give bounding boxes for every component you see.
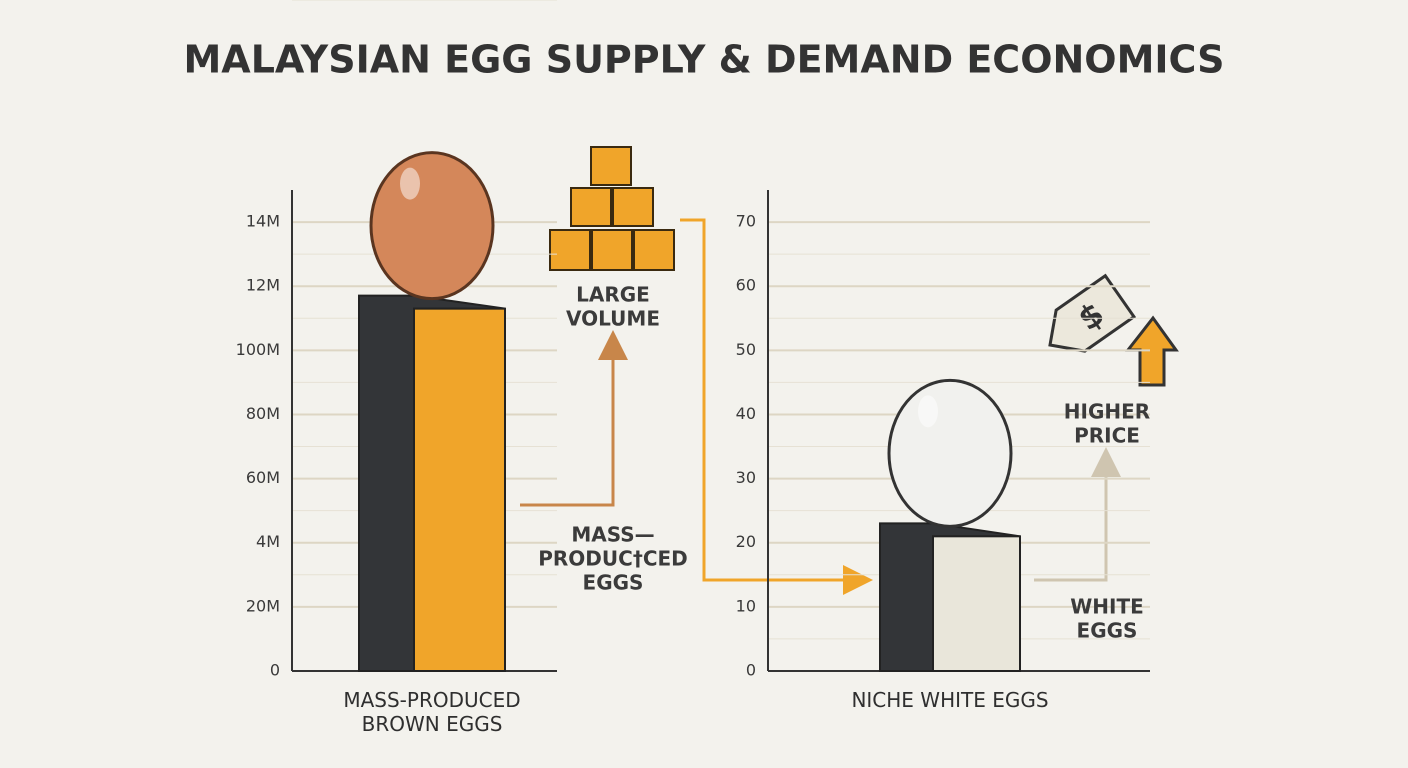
bar [932,535,1021,672]
annotation: WHITE [1070,595,1144,619]
y-tick-label: 0 [270,661,280,680]
annotation: VOLUME [566,307,660,331]
egg-shine [918,395,938,428]
annotation: HIGHER [1064,400,1150,424]
egg [369,151,495,301]
y-tick-label: 40 [736,404,756,423]
annotation: PRICE [1074,424,1140,448]
title: MALAYSIAN EGG SUPPLY & DEMAND ECONOMICS [183,38,1224,82]
y-tick-label: 100M [236,340,280,359]
y-tick-label: 30 [736,468,756,487]
annotation: MASS— [571,523,654,547]
y-tick-label: 20M [246,596,280,615]
egg-shine [400,167,420,200]
y-tick-label: 0 [746,661,756,680]
annotation: EGGS [1077,619,1138,643]
y-tick-label: 50 [736,340,756,359]
annotation: EGGS [583,571,644,595]
x-category-label: NICHE WHITE EGGS [851,688,1049,712]
y-tick-label: 10 [736,596,756,615]
y-tick-label: 60 [736,276,756,295]
bar [413,307,506,672]
y-tick-label: 70 [736,212,756,231]
annotation: LARGE [576,283,650,307]
x-category-label: MASS-PRODUCED BROWN EGGS [343,688,521,736]
y-tick-label: 14M [246,212,280,231]
y-tick-label: 20 [736,532,756,551]
decor: $ [520,146,1179,595]
y-tick-label: 80M [246,404,280,423]
y-tick-label: 60M [246,468,280,487]
egg [887,378,1013,528]
y-tick-label: 12M [246,276,280,295]
y-tick-label: 4M [256,532,280,551]
annotation: PRODUC†CED [538,547,688,571]
